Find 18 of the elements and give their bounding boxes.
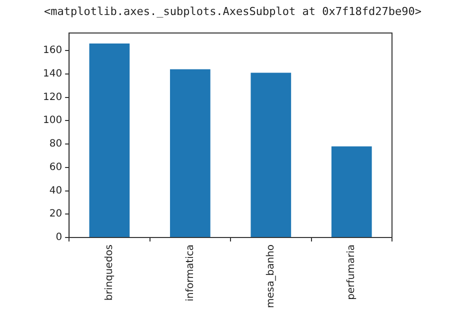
y-tick-label: 80 <box>49 138 62 150</box>
y-tick-label: 40 <box>49 185 62 196</box>
x-tick-label: brinquedos <box>104 244 116 301</box>
x-tick-label: mesa_banho <box>266 244 276 308</box>
y-tick-label: 60 <box>49 162 62 173</box>
y-tick-label: 160 <box>42 45 62 56</box>
y-tick-label: 20 <box>49 208 62 220</box>
y-tick-label: 120 <box>42 92 62 103</box>
y-tick-label: 100 <box>42 115 62 126</box>
text: <matplotlib.axes._subplots.AxesSubplot at 0x7f18fd27be90> <box>43 4 422 20</box>
bar <box>170 69 210 237</box>
bar <box>250 72 292 237</box>
bar <box>89 44 130 237</box>
x-tick-label: informatica <box>184 244 196 302</box>
y-tick-label: 140 <box>42 68 62 80</box>
y-tick-label: 0 <box>56 232 62 244</box>
x-tick-label: perfumaria <box>346 244 358 300</box>
bar <box>331 146 372 237</box>
